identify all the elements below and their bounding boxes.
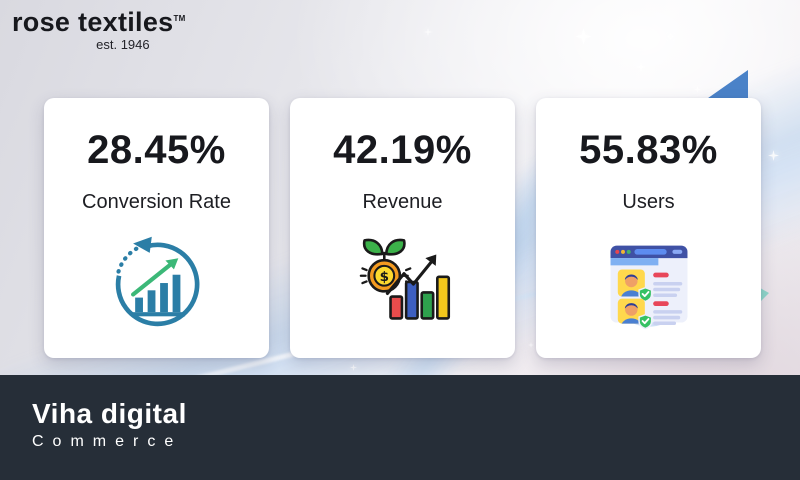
bar bbox=[147, 290, 155, 313]
bar bbox=[159, 283, 168, 313]
stat-label: Conversion Rate bbox=[82, 191, 231, 213]
footer-brand-line2: Commerce bbox=[32, 432, 183, 450]
bar-green bbox=[419, 291, 434, 320]
footer-brand-line1: Viha digital bbox=[32, 398, 187, 429]
brand-logo: rose textilesTM est. 1946 bbox=[12, 7, 186, 52]
text-line bbox=[652, 315, 680, 320]
footer-bar: Viha digital Commerce bbox=[0, 375, 800, 480]
stat-value: 28.45% bbox=[87, 128, 226, 172]
brand-name: rose textilesTM bbox=[12, 7, 186, 38]
sparkle-icon bbox=[424, 28, 432, 36]
sparkle-icon bbox=[575, 28, 592, 45]
bar bbox=[172, 274, 180, 313]
stat-value: 42.19% bbox=[333, 128, 472, 172]
sparkle-icon bbox=[636, 62, 646, 72]
window-dot-green bbox=[626, 249, 631, 254]
browser-search-bar bbox=[633, 249, 667, 255]
growth-cycle-chart-icon bbox=[115, 236, 199, 327]
dollar-sign: $ bbox=[379, 269, 388, 285]
bar-blue bbox=[404, 280, 419, 320]
text-line bbox=[652, 287, 680, 292]
cycle-arc-dotted bbox=[115, 246, 139, 274]
window-dot-red bbox=[614, 249, 619, 254]
stat-card-conversion-rate: 28.45% Conversion Rate bbox=[44, 98, 269, 358]
stat-card-users: 55.83% Users bbox=[536, 98, 761, 358]
stat-card-revenue: 42.19% Revenue $ bbox=[290, 98, 515, 358]
brand-tagline: est. 1946 bbox=[96, 36, 150, 52]
text-line bbox=[652, 321, 676, 326]
cycle-arc bbox=[115, 242, 199, 327]
bar-baseline bbox=[130, 312, 185, 317]
browser-subheader bbox=[610, 258, 658, 266]
money-plant-chart-icon: $ bbox=[359, 238, 450, 320]
stat-value: 55.83% bbox=[579, 128, 718, 172]
sparkle-icon bbox=[768, 150, 779, 161]
leaf-left-icon bbox=[362, 238, 383, 256]
sparkle-icon bbox=[350, 364, 357, 371]
bar-red bbox=[388, 295, 403, 320]
stat-label: Users bbox=[622, 191, 675, 213]
text-line bbox=[652, 293, 677, 297]
sparkle-icon bbox=[667, 33, 674, 40]
footer-logo: Viha digital Commerce bbox=[32, 398, 187, 451]
verified-users-browser-icon bbox=[610, 245, 687, 330]
bar-yellow bbox=[435, 275, 450, 320]
bar bbox=[134, 297, 143, 313]
stat-cards-row: 28.45% Conversion Rate 42.19% Revenue bbox=[44, 98, 761, 358]
text-line-red bbox=[652, 272, 669, 278]
trademark-symbol: TM bbox=[173, 14, 186, 23]
browser-menu bbox=[671, 249, 682, 254]
text-line bbox=[652, 282, 682, 286]
brand-text: rose textiles bbox=[12, 7, 174, 37]
text-line bbox=[652, 310, 682, 314]
text-line-red bbox=[652, 301, 669, 307]
window-dot-yellow bbox=[620, 249, 625, 254]
leaf-right-icon bbox=[384, 238, 406, 256]
sparkle-icon bbox=[694, 86, 701, 93]
stat-label: Revenue bbox=[362, 191, 443, 213]
